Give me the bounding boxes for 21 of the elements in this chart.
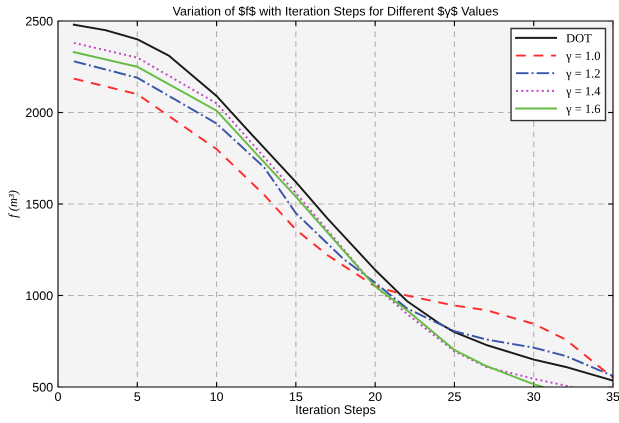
- legend-label: DOT: [566, 34, 592, 42]
- legend-label: γ = 1.2: [566, 69, 600, 80]
- legend-label: γ = 1.6: [566, 104, 600, 116]
- y-tick-label: 500: [32, 382, 53, 392]
- x-tick-label: 0: [55, 392, 61, 402]
- y-axis-title: f (m³): [8, 190, 20, 218]
- x-axis-title: Iteration Steps: [296, 404, 376, 417]
- x-tick-label: 10: [210, 392, 224, 402]
- x-tick-label: 15: [290, 392, 302, 402]
- y-tick-label: 1000: [26, 291, 53, 300]
- legend-label: γ = 1.0: [566, 52, 600, 63]
- chart-title: Variation of $f$ with Iteration Steps for Different $γ$ Values: [172, 6, 498, 18]
- x-tick-label: 20: [368, 392, 382, 402]
- x-tick-label: 35: [606, 392, 619, 402]
- y-tick-label: 1500: [26, 200, 53, 209]
- x-tick-label: 30: [527, 392, 540, 402]
- y-tick-label: 2500: [26, 16, 53, 26]
- x-tick-label: 25: [448, 392, 461, 402]
- x-tick-label: 5: [134, 392, 140, 402]
- legend-label: γ = 1.4: [566, 86, 600, 98]
- y-tick-label: 2000: [26, 108, 53, 118]
